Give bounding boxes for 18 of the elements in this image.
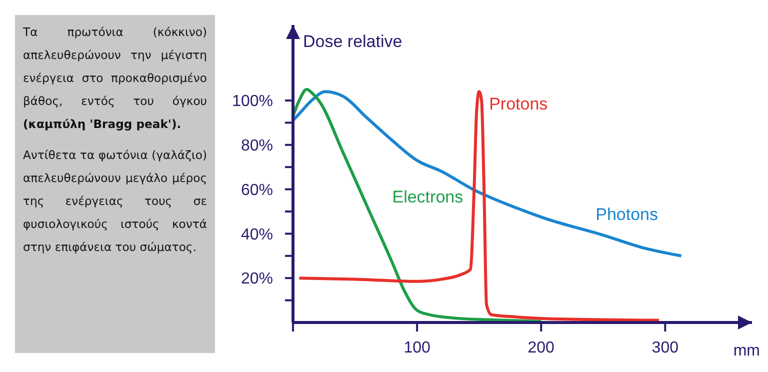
text: (καμπύλη 'Bragg peak'). xyxy=(23,117,182,131)
x-tick-label: 300 xyxy=(652,340,679,356)
line-series xyxy=(292,90,683,258)
y-tick-label: 100% xyxy=(232,93,273,110)
text: Τα πρωτόνια (κόκκινο) απελευθερώνουν την μέγιστη ενέργεια στο προκαθορισμένο βάθος, εντός του όγκου xyxy=(23,25,207,108)
x-axis-title: mm xyxy=(733,342,760,360)
series-label: Photons xyxy=(596,204,658,224)
series-label: Electrons xyxy=(392,188,464,207)
y-tick-label: 60% xyxy=(240,182,273,199)
x-tick-label: 100 xyxy=(404,340,430,356)
line-series xyxy=(298,90,660,322)
series-label: Protons xyxy=(489,94,548,114)
y-tick-label: 40% xyxy=(240,226,273,244)
x-tick-label: 200 xyxy=(528,340,555,356)
text: Αντίθετα τα φωτόνια (γαλάζιο) απελευθερώνουν μεγάλο μέρος της ενέργειας τους σε φυσιολογικούς ιστούς κοντά στην επιφάνεια του σώματος. xyxy=(23,147,207,256)
y-tick-label: 80% xyxy=(240,137,273,154)
y-axis-title: Dose relative xyxy=(303,32,402,51)
y-tick-label: 20% xyxy=(240,270,273,288)
